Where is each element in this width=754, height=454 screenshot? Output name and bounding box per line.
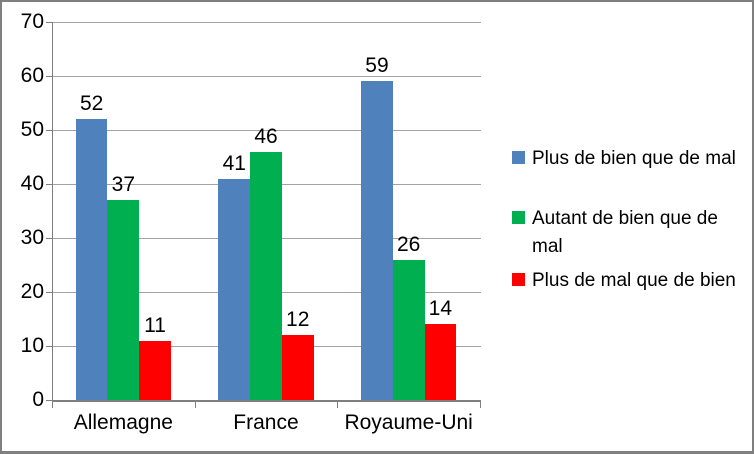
y-axis-tick-0 (46, 400, 52, 401)
bar-Royaume-Uni-series2 (392, 259, 425, 400)
x-axis-tick-3 (480, 400, 481, 408)
y-axis-label-30: 30 (20, 226, 44, 249)
bar-Royaume-Uni-series1 (361, 81, 393, 400)
legend-label-series2: Autant de bien que de mal (532, 208, 718, 257)
value-label-Allemagne-series3: 11 (144, 313, 166, 337)
y-axis-label-20: 20 (20, 280, 44, 303)
legend-label-series3: Plus de mal que de bien (532, 270, 736, 291)
value-label-France-series3: 12 (286, 308, 310, 332)
bar-Allemagne-series2 (107, 200, 140, 400)
value-label-France-series2: 46 (254, 124, 278, 148)
legend-item-series1: Plus de bien que de mal (512, 145, 750, 201)
y-axis-label-60: 60 (20, 64, 44, 87)
gridline-60 (53, 76, 481, 77)
chart-legend: Plus de bien que de mal Autant de bien qu… (512, 2, 750, 451)
y-axis-tick-20 (46, 292, 52, 293)
legend-item-series2: Autant de bien que de mal (512, 205, 750, 261)
value-label-Royaume-Uni-series3: 14 (428, 297, 453, 321)
legend-swatch-series3 (512, 273, 525, 286)
bar-Allemagne-series1 (75, 119, 108, 400)
value-label-Allemagne-series1: 52 (79, 92, 104, 116)
y-axis-tick-70 (46, 22, 52, 23)
y-axis-tick-30 (46, 238, 52, 239)
x-axis-tick-1 (194, 400, 196, 408)
legend-item-series3: Plus de mal que de bien (512, 267, 750, 323)
gridline-50 (53, 130, 481, 131)
y-axis-tick-10 (46, 346, 52, 347)
legend-swatch-series1 (512, 151, 525, 164)
legend-swatch-series2 (512, 211, 525, 224)
gridline-70 (53, 22, 481, 23)
category-label-France: France (233, 411, 299, 434)
value-label-Royaume-Uni-series1: 59 (365, 54, 389, 78)
bar-France-series1 (218, 178, 251, 400)
x-axis-tick-0 (52, 400, 53, 408)
legend-label-series1: Plus de bien que de mal (532, 148, 736, 169)
category-label-Allemagne: Allemagne (73, 411, 173, 434)
bar-Royaume-Uni-series3 (424, 324, 457, 400)
value-label-France-series1: 41 (222, 151, 246, 175)
value-label-Allemagne-series2: 37 (111, 173, 135, 197)
y-axis-label-10: 10 (20, 334, 44, 357)
y-axis-tick-50 (46, 130, 52, 131)
y-axis-label-50: 50 (20, 118, 44, 141)
y-axis-label-40: 40 (20, 172, 44, 195)
value-label-Royaume-Uni-series2: 26 (396, 232, 421, 256)
y-axis-tick-40 (46, 184, 52, 185)
bar-France-series2 (250, 151, 282, 400)
y-axis-label-0: 0 (32, 388, 44, 411)
y-axis-label-70: 70 (20, 10, 44, 33)
bar-France-series3 (281, 335, 314, 400)
category-label-Royaume-Uni: Royaume-Uni (344, 411, 473, 434)
bar-Allemagne-series3 (139, 340, 171, 400)
x-axis-tick-2 (337, 400, 339, 408)
y-axis-tick-60 (46, 76, 52, 77)
